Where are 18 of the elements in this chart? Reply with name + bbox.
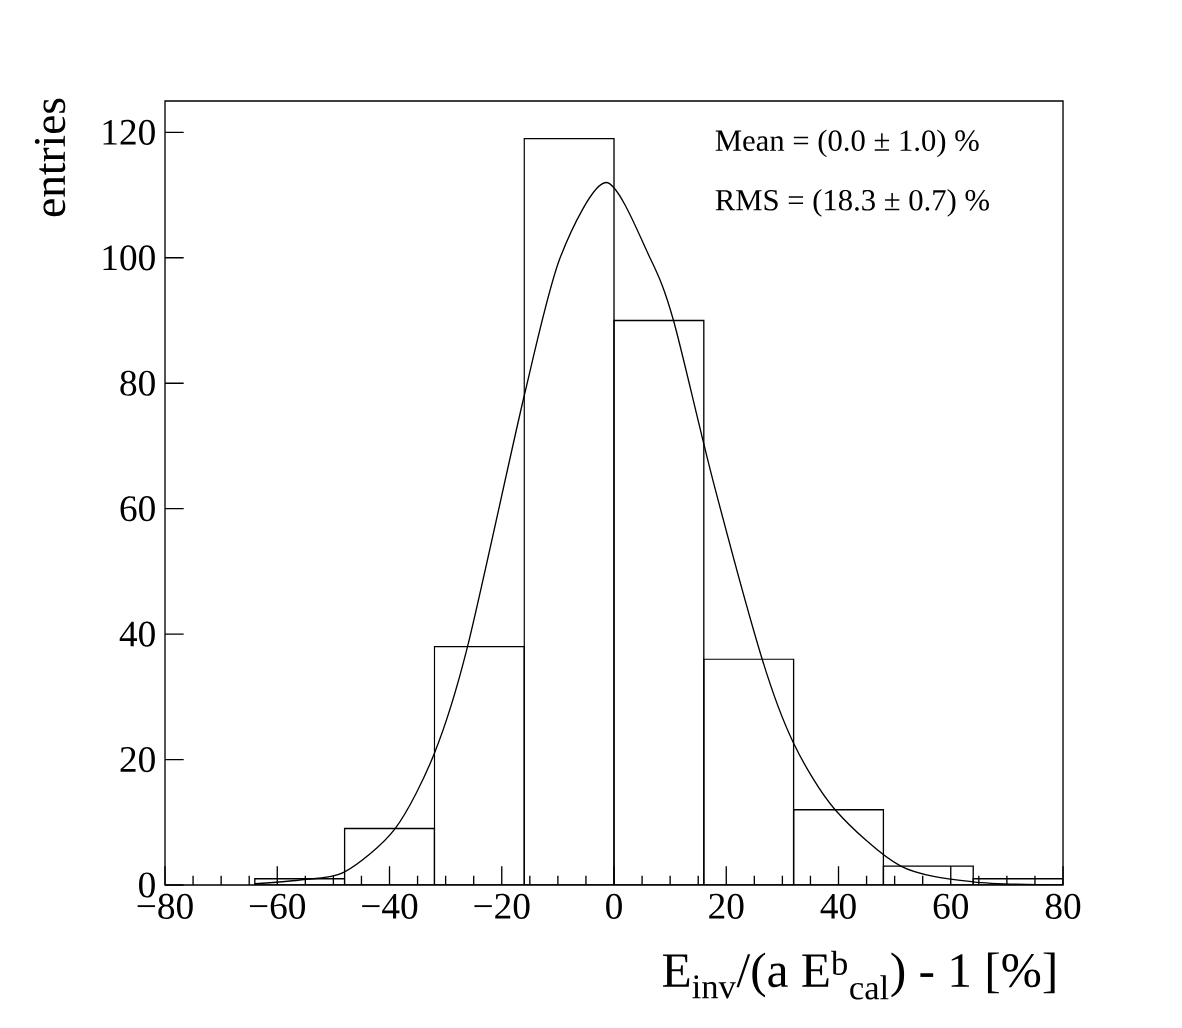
y-tick-label: 100: [103, 245, 155, 271]
x-tick-label: 80: [1045, 893, 1081, 919]
y-tick-label: 60: [120, 496, 155, 522]
y-tick-label: 80: [120, 370, 155, 396]
y-axis-title: entries: [34, 98, 66, 217]
x-tick-label: 0: [606, 893, 622, 919]
x-tick-label: 60: [933, 893, 969, 919]
x-tick-label: −40: [362, 893, 418, 919]
x-tick-label: −20: [474, 893, 530, 919]
y-tick-label: 20: [120, 746, 155, 773]
annotation: Mean = (0.0 ± 1.0) %: [715, 129, 979, 158]
annotation: RMS = (18.3 ± 0.7) %: [715, 189, 989, 217]
y-tick-label: 120: [103, 119, 155, 145]
x-axis-title: E$_{inv}$/(a E$^{b}$$_{cal}$) - 1 [%]: [662, 950, 1055, 1000]
y-tick-label: 40: [119, 621, 155, 647]
x-tick-label: −60: [249, 893, 306, 919]
x-tick-label: 20: [709, 893, 744, 919]
x-tick-label: 40: [820, 893, 856, 919]
